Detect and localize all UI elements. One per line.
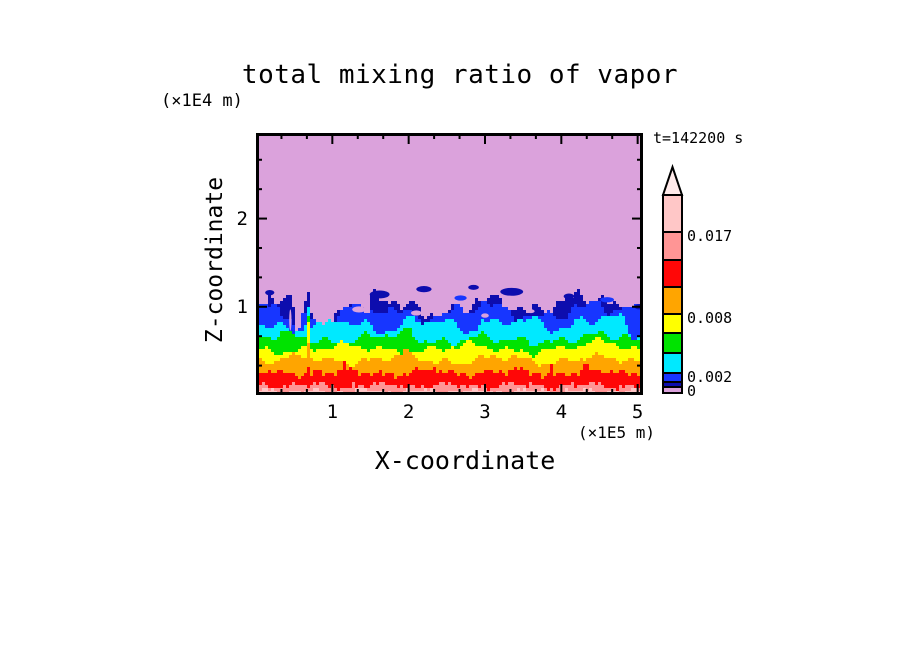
chart-title: total mixing ratio of vapor <box>241 60 679 90</box>
colorbar-band <box>662 372 683 383</box>
colorbar-band <box>662 286 683 315</box>
y-axis-label: Z-coordinate <box>202 176 228 344</box>
colorbar-band <box>662 231 683 261</box>
y-tick-label: 1 <box>236 295 248 318</box>
field-blob <box>481 313 489 318</box>
colorbar-label: 0 <box>687 382 697 400</box>
field-blob <box>454 295 467 301</box>
field-blob <box>526 309 535 314</box>
field-blob <box>563 293 575 299</box>
x-axis-label: X-coordinate <box>374 446 556 475</box>
field-layers <box>256 133 643 395</box>
colorbar-band <box>662 313 683 334</box>
field-blob <box>441 305 449 309</box>
y-axis-units: (×1E4 m) <box>161 91 243 111</box>
field-blob <box>500 287 524 296</box>
colorbar-band <box>662 194 683 233</box>
x-tick-label: 1 <box>326 401 339 423</box>
colorbar-band <box>662 332 683 354</box>
timestamp-label: t=142200 s <box>653 129 744 147</box>
colorbar-label: 0.002 <box>687 368 733 386</box>
colorbar-label: 0.008 <box>687 309 733 327</box>
plot-border <box>256 133 643 395</box>
y-tick-label: 2 <box>236 207 248 230</box>
field-blob <box>369 290 390 299</box>
colorbar-band <box>662 352 683 374</box>
colorbar-label: 0.017 <box>687 227 733 245</box>
x-axis-units: (×1E5 m) <box>577 423 655 442</box>
x-tick-label: 2 <box>402 401 415 423</box>
x-tick-label: 4 <box>555 401 568 423</box>
field-blob <box>600 297 614 303</box>
colorbar-overflow-arrow <box>661 163 684 196</box>
x-tick-label: 3 <box>479 401 491 423</box>
x-tick-label: 5 <box>631 401 644 423</box>
colorbar-band <box>662 386 683 394</box>
field-blob <box>416 286 432 293</box>
field-blob <box>265 290 275 296</box>
field-blob <box>352 306 366 313</box>
field-blob <box>468 284 479 290</box>
colorbar-band <box>662 259 683 288</box>
field-blob <box>289 309 292 331</box>
field-blob <box>410 310 422 316</box>
